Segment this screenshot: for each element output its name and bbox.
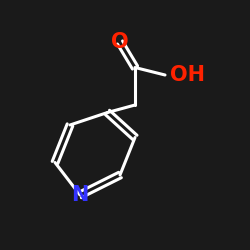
- Text: N: N: [71, 185, 89, 205]
- Text: OH: OH: [170, 65, 205, 85]
- Text: O: O: [111, 32, 129, 52]
